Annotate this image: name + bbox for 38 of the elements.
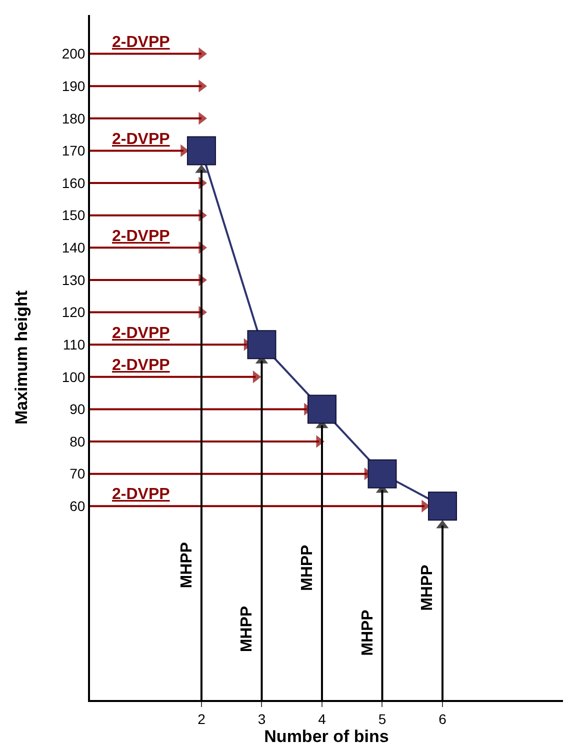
annotation: 2-DVPP bbox=[112, 486, 170, 503]
x-tick-label: 6 bbox=[438, 710, 447, 727]
point bbox=[247, 330, 276, 360]
y-tick-label: 150 bbox=[62, 207, 86, 224]
x-axis-title: Number of bins bbox=[264, 726, 389, 746]
x-tick-label: 4 bbox=[318, 710, 326, 727]
x-tick-label: 5 bbox=[378, 710, 386, 727]
y-tick-label: 180 bbox=[62, 110, 86, 126]
point bbox=[428, 492, 457, 521]
y-tick-label: 170 bbox=[62, 142, 86, 159]
y-tick-label: 80 bbox=[70, 433, 86, 450]
annotation: 2-DVPP bbox=[112, 131, 170, 148]
y-tick-label: 90 bbox=[70, 401, 86, 418]
y-tick-label: 140 bbox=[62, 240, 86, 256]
annotation: MHPP bbox=[360, 609, 377, 656]
y-tick-label: 200 bbox=[62, 46, 86, 62]
y-tick-label: 60 bbox=[70, 498, 86, 514]
annotation: 2-DVPP bbox=[112, 325, 170, 342]
x-tick-label: 3 bbox=[258, 710, 266, 727]
point bbox=[368, 459, 397, 488]
y-axis-title: Maximum height bbox=[12, 290, 31, 425]
annotation: 2-DVPP bbox=[112, 357, 170, 374]
y-tick-label: 120 bbox=[62, 304, 86, 320]
point bbox=[186, 136, 216, 166]
annotation: 2-DVPP bbox=[112, 34, 170, 51]
y-tick-label: 100 bbox=[62, 368, 86, 385]
annotation: MHPP bbox=[178, 542, 196, 588]
y-tick-label: 130 bbox=[62, 272, 86, 288]
x-tick-label: 2 bbox=[198, 710, 206, 727]
annotation: MHPP bbox=[419, 564, 436, 611]
y-tick-label: 70 bbox=[70, 466, 86, 482]
annotation: 2-DVPP bbox=[112, 228, 170, 245]
point bbox=[307, 394, 336, 424]
annotation: MHPP bbox=[238, 606, 256, 652]
annotation: MHPP bbox=[298, 544, 316, 591]
y-tick-label: 190 bbox=[62, 78, 86, 94]
y-tick-label: 160 bbox=[62, 174, 86, 191]
y-tick-label: 110 bbox=[62, 336, 86, 352]
